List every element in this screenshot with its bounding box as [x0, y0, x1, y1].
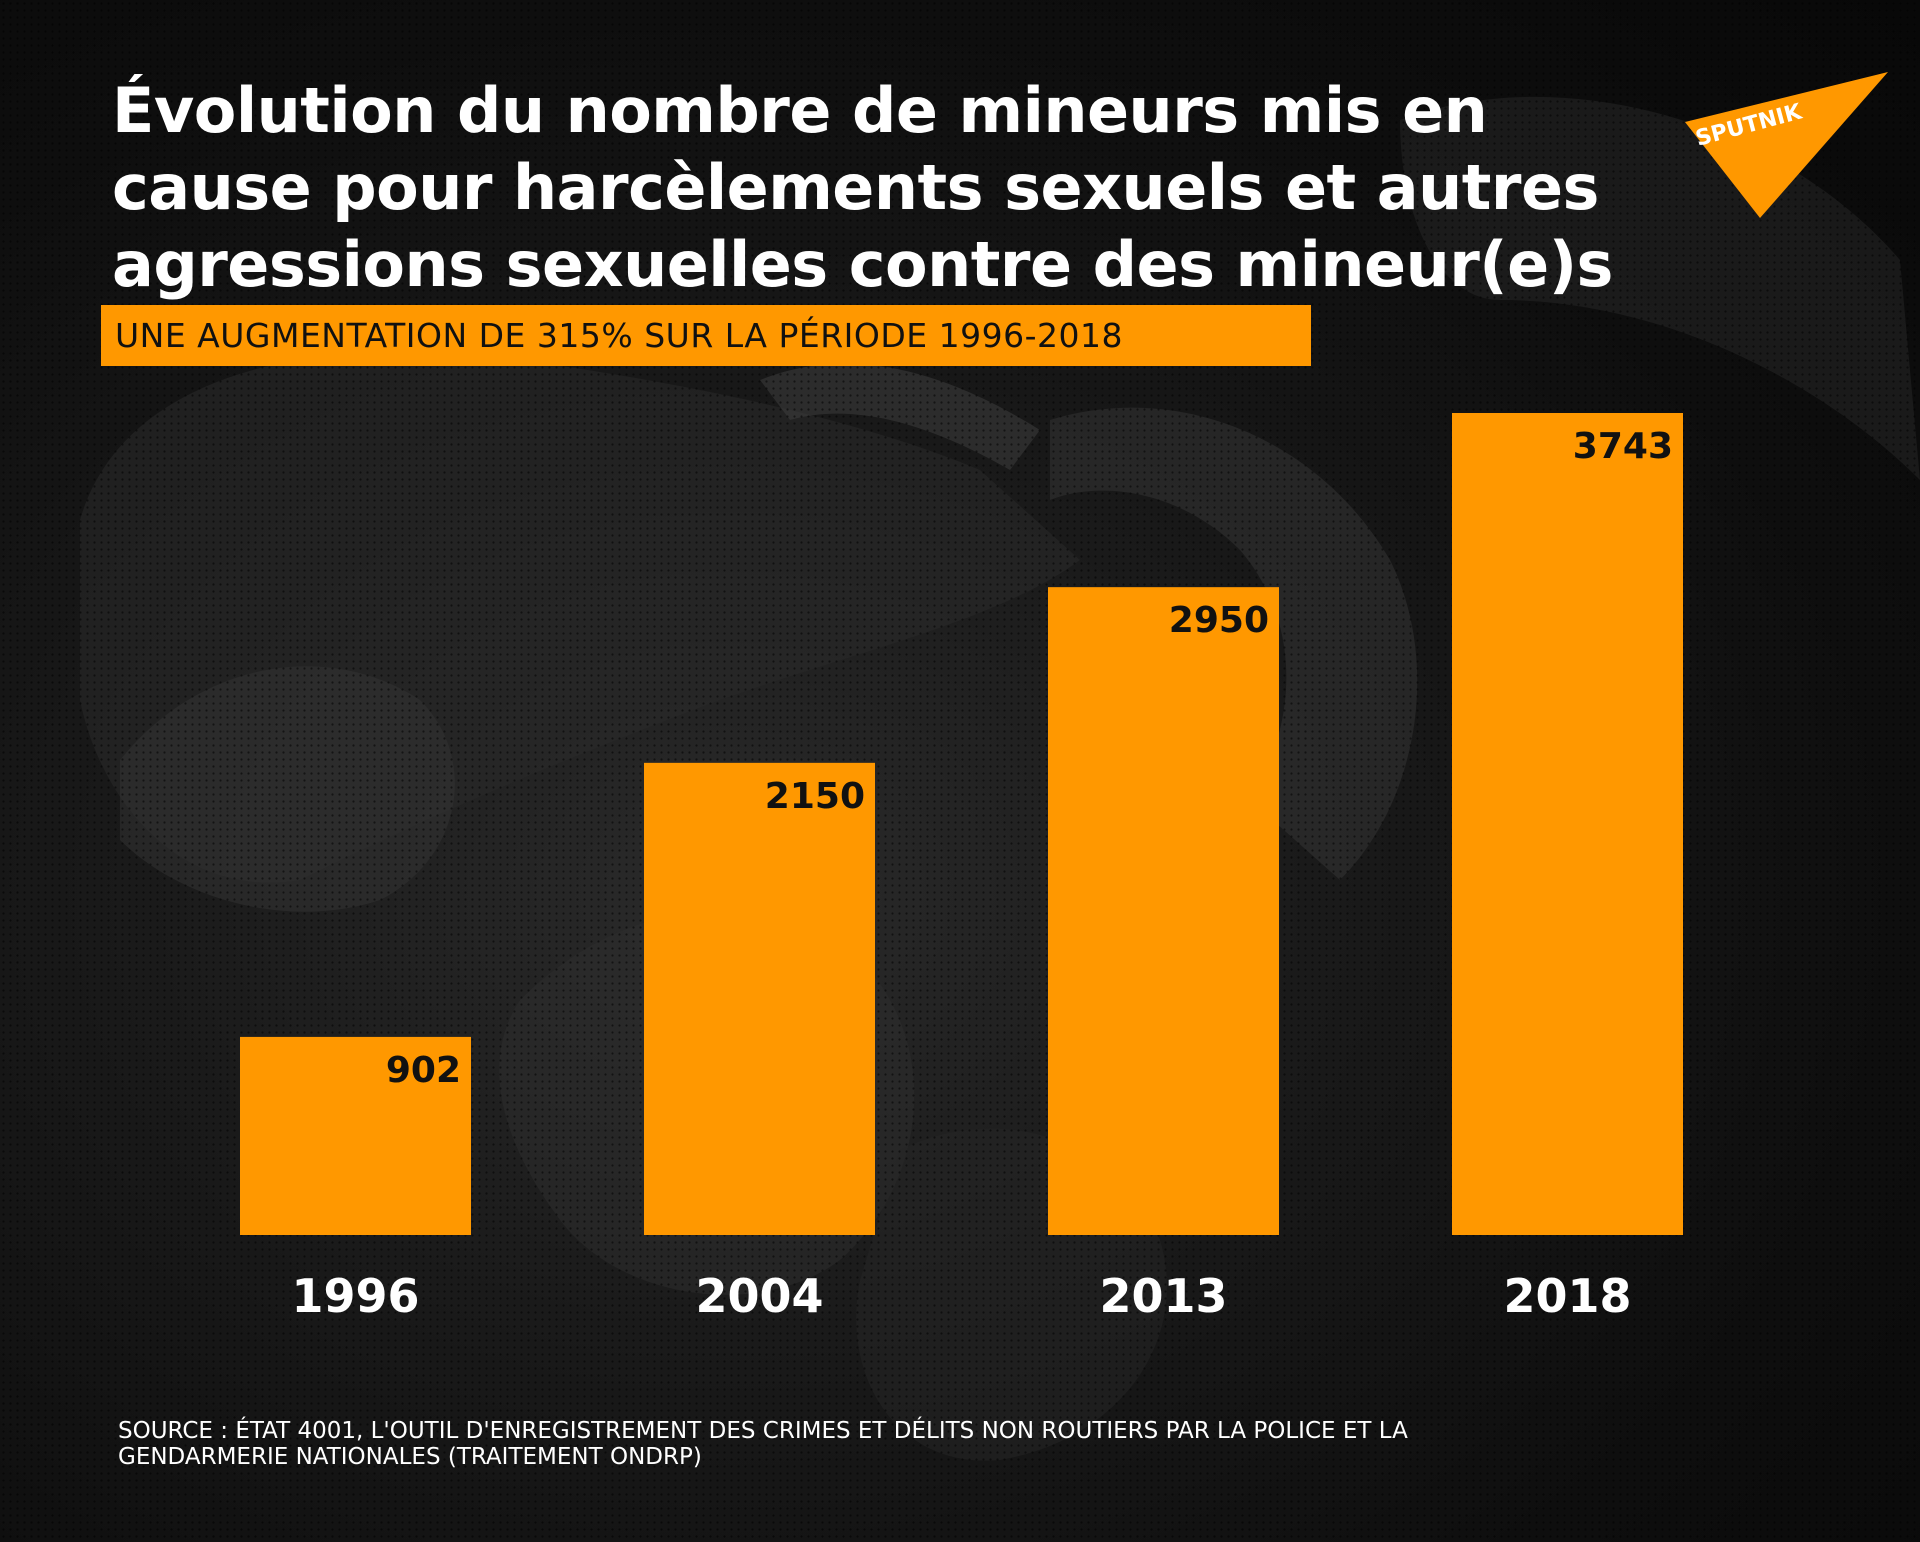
- bar-value-label: 3743: [1573, 426, 1673, 467]
- x-tick-label: 1996: [291, 1269, 419, 1323]
- chart-title: Évolution du nombre de mineurs mis en ca…: [112, 72, 1672, 303]
- bar-2013: [1048, 587, 1279, 1235]
- source-note: SOURCE : ÉTAT 4001, L'OUTIL D'ENREGISTRE…: [118, 1418, 1878, 1470]
- source-note-line-1: SOURCE : ÉTAT 4001, L'OUTIL D'ENREGISTRE…: [118, 1418, 1408, 1444]
- bar-2004: [644, 762, 875, 1235]
- x-tick-label: 2018: [1503, 1269, 1631, 1323]
- bar-2018: [1452, 413, 1683, 1235]
- sputnik-logo-arrow-icon: [1685, 72, 1888, 218]
- bar-value-label: 2150: [765, 776, 865, 817]
- bar-series: 902 1996 2150 2004 2950 2013 3743 2018: [240, 413, 1683, 1323]
- bar-1996: [240, 1036, 471, 1235]
- chart-title-line-3: agressions sexuelles contre des mineur(e…: [112, 228, 1613, 301]
- source-note-line-2: GENDARMERIE NATIONALES (TRAITEMENT ONDRP…: [118, 1444, 702, 1470]
- chart-title-line-2: cause pour harcèlements sexuels et autre…: [112, 151, 1599, 224]
- chart-title-line-1: Évolution du nombre de mineurs mis en: [112, 74, 1488, 147]
- chart-subtitle: UNE AUGMENTATION DE 315% SUR LA PÉRIODE …: [101, 305, 1311, 366]
- x-tick-label: 2013: [1099, 1269, 1227, 1323]
- bar-value-label: 2950: [1169, 600, 1269, 641]
- bar-value-label: 902: [386, 1050, 461, 1091]
- sputnik-logo: SPUTNIK: [1685, 72, 1888, 218]
- x-tick-label: 2004: [695, 1269, 823, 1323]
